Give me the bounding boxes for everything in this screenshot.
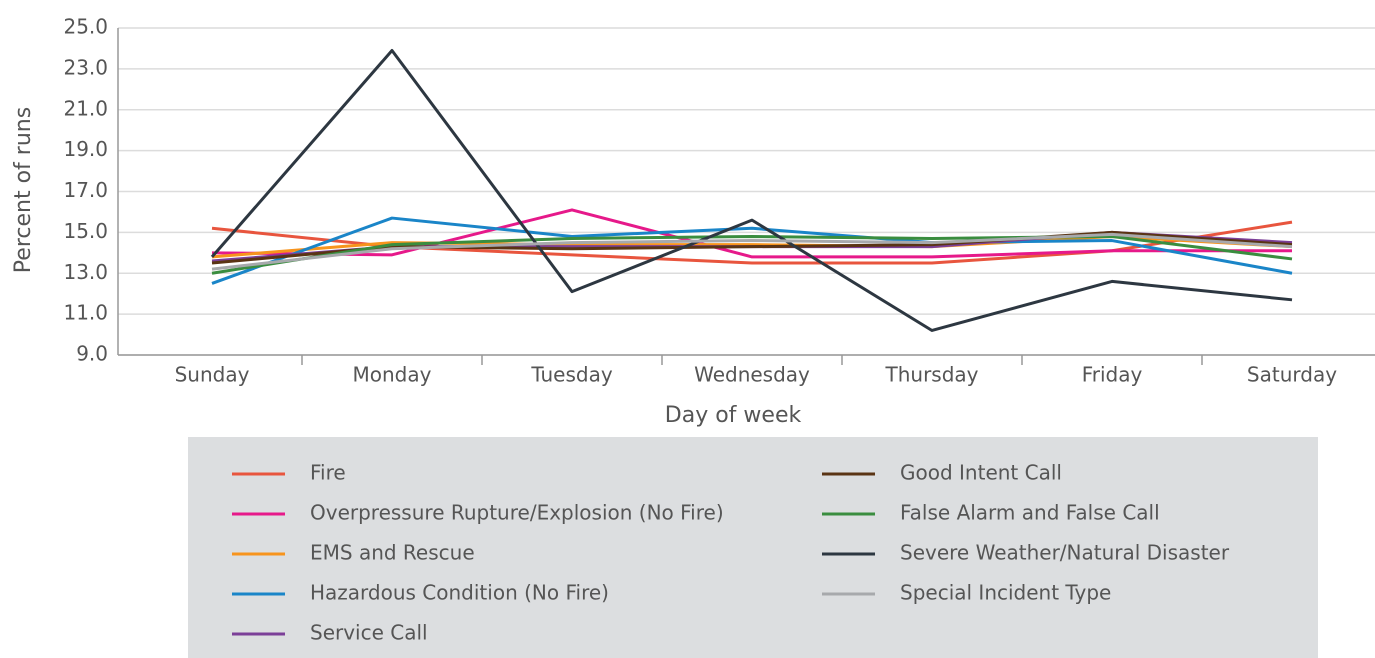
y-tick-label: 11.0 (63, 301, 108, 325)
series-line (211, 234, 1293, 275)
series-line (210, 48, 1293, 332)
y-tick-label: 13.0 (63, 260, 108, 284)
y-tick-label: 9.0 (76, 342, 108, 366)
y-tick-label: 21.0 (63, 96, 108, 120)
series-line (211, 232, 1293, 271)
legend-label: Fire (310, 461, 346, 485)
x-axis-label: Day of week (665, 403, 802, 428)
series-line (211, 216, 1293, 285)
legend-label: Overpressure Rupture/Explosion (No Fire) (310, 501, 724, 525)
x-tick-label: Wednesday (694, 363, 810, 387)
y-tick-label: 23.0 (63, 55, 108, 79)
legend-label: Good Intent Call (900, 461, 1062, 485)
x-tick-label: Monday (353, 363, 432, 387)
x-tick-label: Thursday (885, 363, 979, 387)
legend-label: Severe Weather/Natural Disaster (900, 541, 1230, 565)
y-tick-label: 25.0 (63, 15, 108, 39)
y-tick-label: 17.0 (63, 178, 108, 202)
legend-label: EMS and Rescue (310, 541, 475, 565)
x-tick-label: Saturday (1247, 363, 1337, 387)
x-tick-label: Sunday (175, 363, 250, 387)
y-tick-label: 19.0 (63, 137, 108, 161)
legend-label: Hazardous Condition (No Fire) (310, 581, 609, 605)
series-line (211, 208, 1292, 259)
legend-label: Special Incident Type (900, 581, 1111, 605)
x-tick-label: Tuesday (530, 363, 613, 387)
y-axis-label: Percent of runs (11, 107, 36, 273)
series-line (211, 230, 1293, 265)
legend-box (188, 437, 1318, 658)
x-tick-label: Friday (1082, 363, 1143, 387)
legend-label: False Alarm and False Call (900, 501, 1160, 525)
y-tick-label: 15.0 (63, 219, 108, 243)
legend-label: Service Call (310, 621, 428, 645)
